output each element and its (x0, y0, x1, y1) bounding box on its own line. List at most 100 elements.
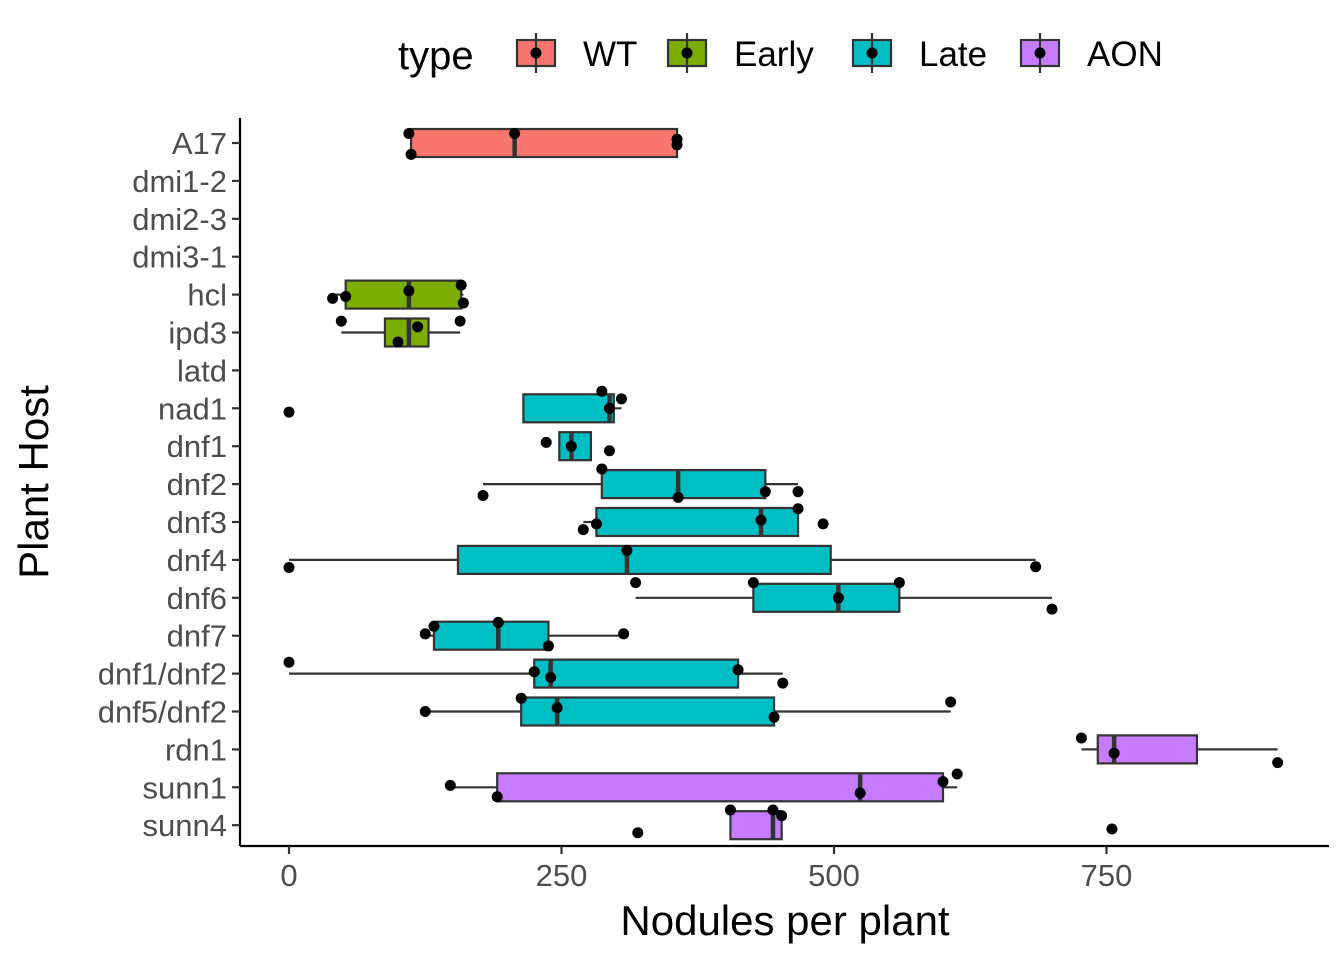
x-tick-label-0: 0 (280, 858, 297, 893)
point-ipd3 (392, 336, 404, 348)
legend-key-point-late (866, 47, 878, 59)
point-sunn4 (1106, 823, 1118, 835)
y-tick-label-sunn1: sunn1 (143, 770, 227, 805)
legend-label-late: Late (919, 35, 987, 74)
x-tick-label-250: 250 (536, 858, 588, 893)
y-tick-label-dnf2: dnf2 (167, 467, 227, 502)
point-hcl (457, 297, 469, 309)
box-sunn1 (496, 772, 945, 803)
point-a17 (403, 128, 415, 140)
point-dnf1 (540, 436, 552, 448)
point-nad1 (603, 402, 615, 414)
box-dnf3 (595, 506, 800, 538)
point-dnf2 (792, 486, 804, 498)
plot-area (283, 127, 1284, 841)
point-dnf5-dnf2 (419, 706, 431, 717)
legend-key-point-wt (530, 47, 542, 59)
point-sunn4 (724, 804, 736, 816)
point-ipd3 (335, 315, 347, 327)
point-rdn1 (1075, 732, 1087, 744)
x-axis-title: Nodules per plant (620, 897, 950, 944)
point-dnf5-dnf2 (551, 702, 563, 714)
y-tick-label-dnf1-dnf2: dnf1/dnf2 (98, 657, 227, 692)
y-tick-label-dmi1-2: dmi1-2 (132, 164, 227, 199)
legend-entries: WT Early Late AON (515, 33, 1163, 74)
y-tick-label-dmi2-3: dmi2-3 (132, 202, 227, 237)
legend: type WT Early Late AON (398, 33, 1163, 78)
boxes (344, 127, 1199, 841)
point-dnf4 (1030, 561, 1042, 573)
box-dnf6 (752, 582, 901, 613)
point-dnf6 (893, 577, 905, 589)
point-sunn1 (444, 779, 456, 791)
points (283, 128, 1284, 839)
y-ticks: A17dmi1-2dmi2-3dmi3-1hclipd3latdnad1dnf1… (98, 126, 240, 843)
point-dnf7 (492, 616, 504, 628)
y-tick-label-dnf1: dnf1 (167, 429, 227, 464)
y-axis-title: Plant Host (10, 385, 57, 579)
point-dnf3 (817, 518, 829, 530)
box-hcl (344, 279, 463, 310)
point-a17 (509, 128, 521, 140)
point-hcl (340, 290, 352, 302)
point-dnf3 (577, 524, 589, 536)
point-ipd3 (412, 321, 424, 333)
x-tick-label-750: 750 (1081, 858, 1133, 893)
legend-label-aon: AON (1087, 35, 1163, 74)
point-dnf5-dnf2 (768, 711, 780, 723)
point-dnf1 (565, 440, 577, 452)
point-dnf2 (672, 491, 684, 503)
point-dnf4 (621, 544, 633, 556)
point-dnf1-dnf2 (283, 656, 295, 668)
box-dnf7 (432, 620, 550, 651)
point-hcl (327, 292, 339, 304)
y-tick-label-dnf6: dnf6 (167, 581, 227, 616)
point-dnf7 (419, 628, 431, 640)
whiskers (289, 141, 1278, 827)
y-tick-label-hcl: hcl (187, 278, 227, 313)
legend-label-early: Early (734, 35, 814, 74)
box-dnf5-dnf2 (520, 696, 776, 727)
point-dnf2 (596, 463, 608, 475)
point-rdn1 (1272, 757, 1284, 769)
point-hcl (455, 279, 467, 291)
point-dnf5-dnf2 (945, 696, 957, 708)
point-nad1 (596, 385, 608, 397)
y-tick-label-dnf3: dnf3 (167, 505, 227, 540)
point-hcl (403, 285, 415, 297)
point-dnf1-dnf2 (528, 666, 540, 678)
y-tick-label-a17: A17 (172, 126, 227, 161)
point-dnf4 (283, 561, 295, 573)
box-nad1 (522, 393, 615, 424)
y-tick-label-dnf4: dnf4 (167, 543, 227, 578)
y-tick-label-ipd3: ipd3 (168, 316, 227, 351)
point-dnf1 (603, 445, 615, 457)
legend-label-wt: WT (583, 35, 637, 74)
x-axis: 0 250 500 750 (240, 844, 1329, 893)
y-tick-label-dmi3-1: dmi3-1 (132, 240, 227, 275)
y-tick-label-dnf7: dnf7 (167, 619, 227, 654)
box-a17 (409, 127, 679, 159)
point-dnf6 (1046, 603, 1058, 615)
point-dnf3 (590, 518, 602, 530)
point-dnf1-dnf2 (545, 671, 557, 683)
point-dnf5-dnf2 (515, 692, 527, 704)
point-a17 (671, 139, 683, 151)
point-sunn4 (776, 810, 788, 822)
y-tick-label-latd: latd (177, 353, 227, 388)
legend-key-point-early (681, 47, 693, 59)
y-tick-label-nad1: nad1 (158, 391, 227, 426)
point-dnf3 (792, 503, 804, 515)
point-dnf7 (542, 640, 554, 652)
point-dnf6 (832, 592, 844, 604)
point-dnf3 (755, 514, 767, 526)
point-dnf2 (477, 489, 489, 501)
point-sunn1 (854, 787, 866, 799)
y-axis: A17dmi1-2dmi2-3dmi3-1hclipd3latdnad1dnf1… (98, 118, 242, 846)
point-nad1 (283, 406, 295, 418)
point-dnf7 (428, 620, 440, 632)
box-dnf4 (456, 544, 832, 576)
point-rdn1 (1108, 747, 1120, 759)
legend-key-point-aon (1034, 47, 1046, 59)
